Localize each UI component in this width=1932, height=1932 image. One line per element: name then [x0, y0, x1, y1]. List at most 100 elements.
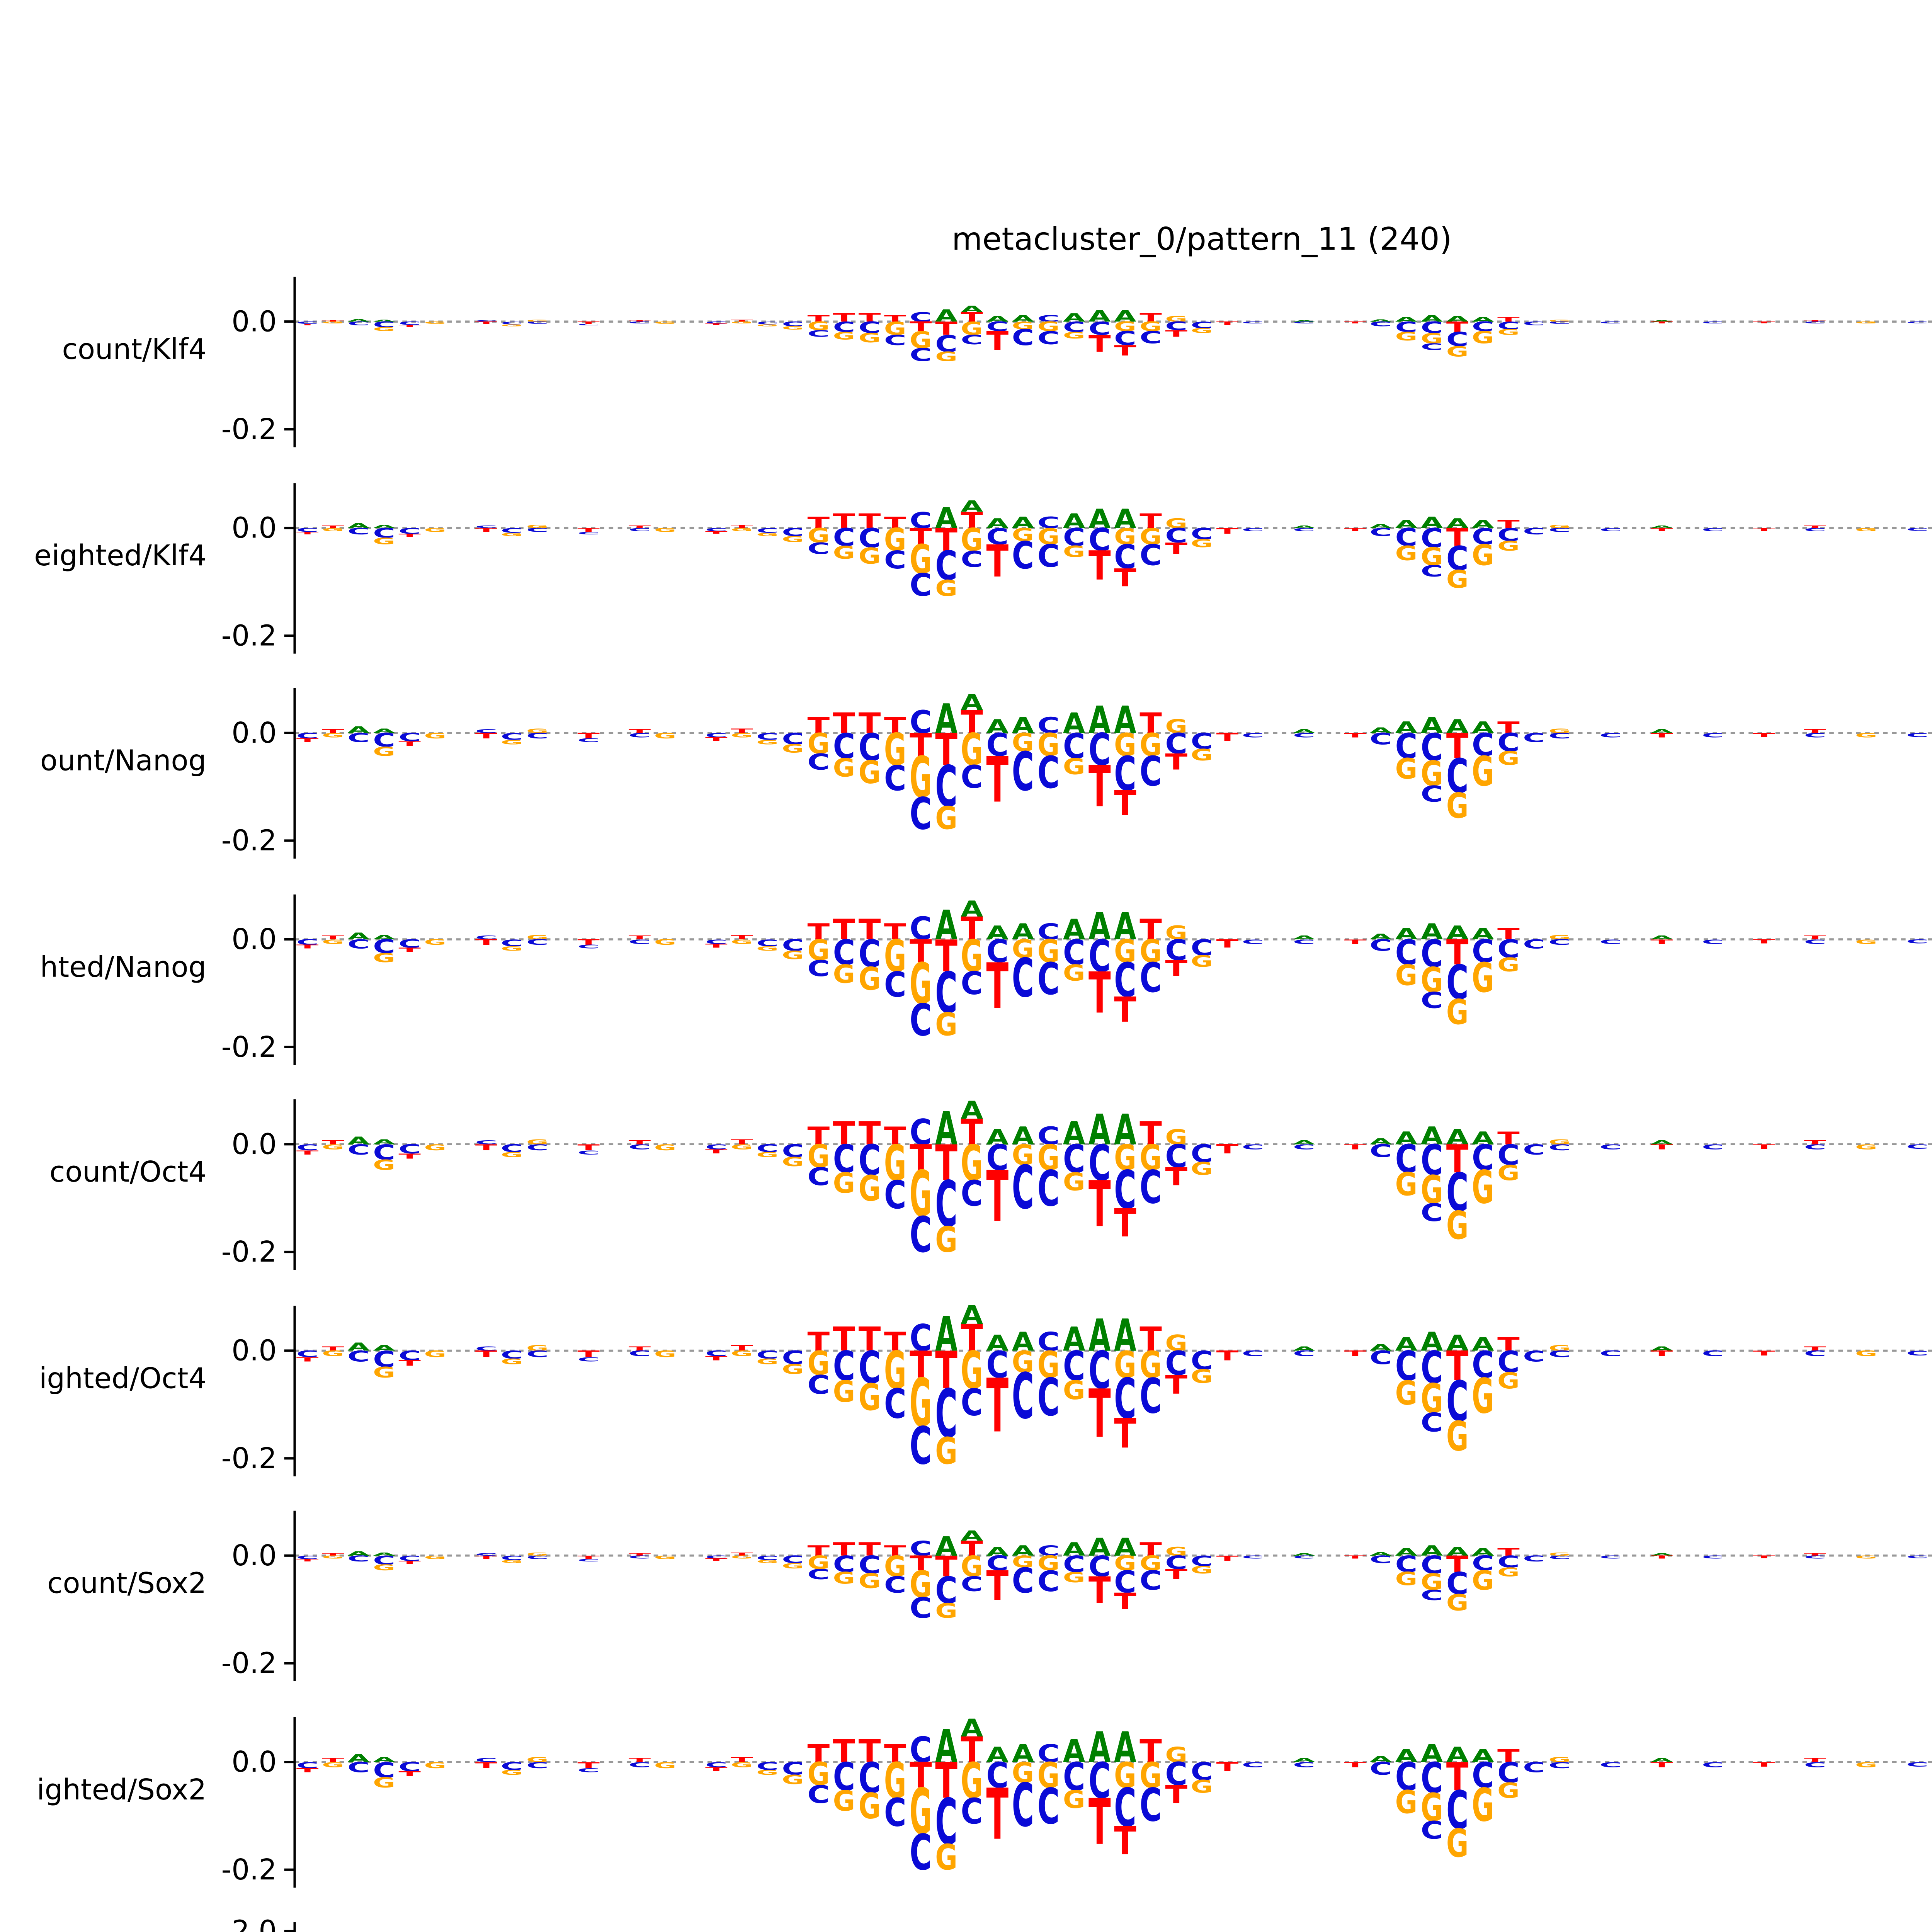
svg-text:T: T	[1753, 732, 1775, 738]
svg-text:G: G	[935, 1219, 957, 1260]
svg-text:G: G	[1191, 1159, 1213, 1179]
svg-text:A: A	[1012, 313, 1034, 324]
svg-text:T: T	[935, 1752, 957, 1809]
svg-text:G: G	[961, 318, 983, 339]
svg-text:C: C	[1293, 1143, 1315, 1151]
logo-letter-G: G	[1114, 319, 1136, 334]
svg-text:C: C	[398, 321, 421, 326]
logo-letter-C: C	[756, 526, 779, 534]
logo-letter-T: T	[808, 918, 830, 944]
logo-letter-A: A	[1369, 726, 1392, 735]
svg-text:G: G	[322, 1760, 344, 1768]
logo-letter-T: T	[1088, 1167, 1111, 1241]
svg-text:G: G	[373, 1774, 395, 1790]
svg-text:G: G	[1063, 754, 1085, 780]
logo-letter-C: C	[756, 731, 779, 742]
svg-text:T: T	[296, 737, 319, 743]
svg-text:A: A	[1369, 726, 1392, 735]
logo-letter-T: T	[1497, 1128, 1520, 1148]
svg-text:C: C	[526, 526, 549, 532]
svg-text:A: A	[347, 521, 370, 529]
logo-letter-G: G	[501, 531, 523, 537]
svg-text:C: C	[577, 1149, 600, 1156]
logo-letter-C: C	[935, 542, 957, 588]
svg-text:C: C	[1012, 1359, 1034, 1432]
logo-letter-G: G	[910, 1364, 932, 1441]
logo-letter-C: C	[756, 937, 779, 948]
svg-text:G: G	[1472, 537, 1494, 571]
logo-letter-C: C	[1395, 319, 1418, 336]
svg-text:G: G	[322, 732, 344, 739]
logo-letter-C: C	[1369, 730, 1392, 748]
svg-text:G: G	[1472, 1161, 1494, 1214]
svg-text:C: C	[629, 1349, 651, 1357]
svg-text:G: G	[1114, 1137, 1136, 1178]
svg-text:A: A	[1063, 912, 1085, 945]
logo-letter-C: C	[1421, 1753, 1443, 1802]
logo-letter-G: G	[501, 1559, 523, 1564]
logo-letter-T: T	[808, 1122, 830, 1150]
svg-text:C: C	[1369, 1553, 1392, 1565]
svg-text:G: G	[1063, 330, 1085, 341]
logo-letter-G: G	[731, 1143, 753, 1151]
logo-letter-A: A	[1114, 503, 1136, 534]
svg-text:T: T	[1088, 754, 1111, 820]
svg-text:T: T	[1651, 526, 1673, 532]
svg-text:G: G	[654, 1760, 677, 1770]
logo-letter-G: G	[859, 1785, 881, 1826]
logo-letter-A: A	[1293, 524, 1315, 528]
svg-text:C: C	[1421, 342, 1443, 352]
logo-letter-T: T	[859, 1539, 881, 1560]
logo-letter-T: T	[577, 526, 600, 532]
logo-letter-C: C	[935, 330, 957, 357]
svg-text:T: T	[961, 1537, 983, 1560]
svg-text:G: G	[961, 522, 983, 558]
logo-letter-A: A	[373, 319, 395, 322]
logo-letter-T: T	[1344, 526, 1367, 532]
svg-text:G: G	[1472, 328, 1494, 347]
svg-text:C: C	[884, 1572, 906, 1598]
y-tick-label: -0.2	[221, 1030, 277, 1063]
svg-text:T: T	[859, 311, 881, 324]
svg-text:G: G	[808, 933, 830, 966]
logo-letter-C: C	[1369, 525, 1392, 538]
logo-letter-C: C	[1369, 320, 1392, 328]
svg-text:T: T	[1344, 937, 1366, 945]
logo-letter-C: C	[501, 526, 523, 534]
logo-letter-T: T	[833, 1732, 855, 1769]
logo-letter-C: C	[1293, 1143, 1315, 1151]
logo-letter-A: A	[347, 521, 370, 529]
logo-letter-T: T	[1753, 1555, 1775, 1559]
svg-text:T: T	[808, 713, 830, 738]
logo-letter-A: A	[1063, 509, 1086, 532]
svg-text:T: T	[1344, 1349, 1367, 1357]
svg-text:T: T	[398, 1560, 421, 1565]
y-tick-label: -0.2	[221, 825, 277, 857]
svg-text:C: C	[935, 960, 957, 1026]
svg-text:T: T	[910, 932, 932, 969]
logo-letter-G: G	[1063, 1569, 1085, 1586]
logo-letter-C: C	[526, 1554, 549, 1560]
svg-text:C: C	[1395, 1342, 1418, 1389]
logo-letter-A: A	[986, 715, 1009, 737]
svg-text:G: G	[731, 732, 753, 739]
logo-letter-T: T	[986, 743, 1009, 816]
svg-text:C: C	[347, 1554, 370, 1563]
logo-letter-G: G	[1497, 538, 1520, 553]
logo-letter-C: C	[1523, 1347, 1545, 1364]
logo-letter-G: G	[1063, 754, 1085, 780]
svg-text:T: T	[910, 1343, 932, 1386]
logo-letter-C: C	[475, 524, 498, 528]
svg-text:A: A	[986, 1330, 1009, 1355]
logo-letter-C: C	[782, 1347, 804, 1368]
svg-text:G: G	[756, 1559, 779, 1564]
logo-letter-T: T	[1804, 728, 1827, 734]
logo-letter-A: A	[1293, 1139, 1315, 1146]
logo-letter-A: A	[1088, 307, 1111, 325]
logo-letter-C: C	[782, 730, 804, 748]
logo-letter-C: C	[347, 937, 370, 951]
logo-letter-A: A	[1293, 728, 1316, 734]
svg-text:G: G	[1395, 753, 1418, 786]
svg-text:G: G	[884, 1550, 906, 1583]
